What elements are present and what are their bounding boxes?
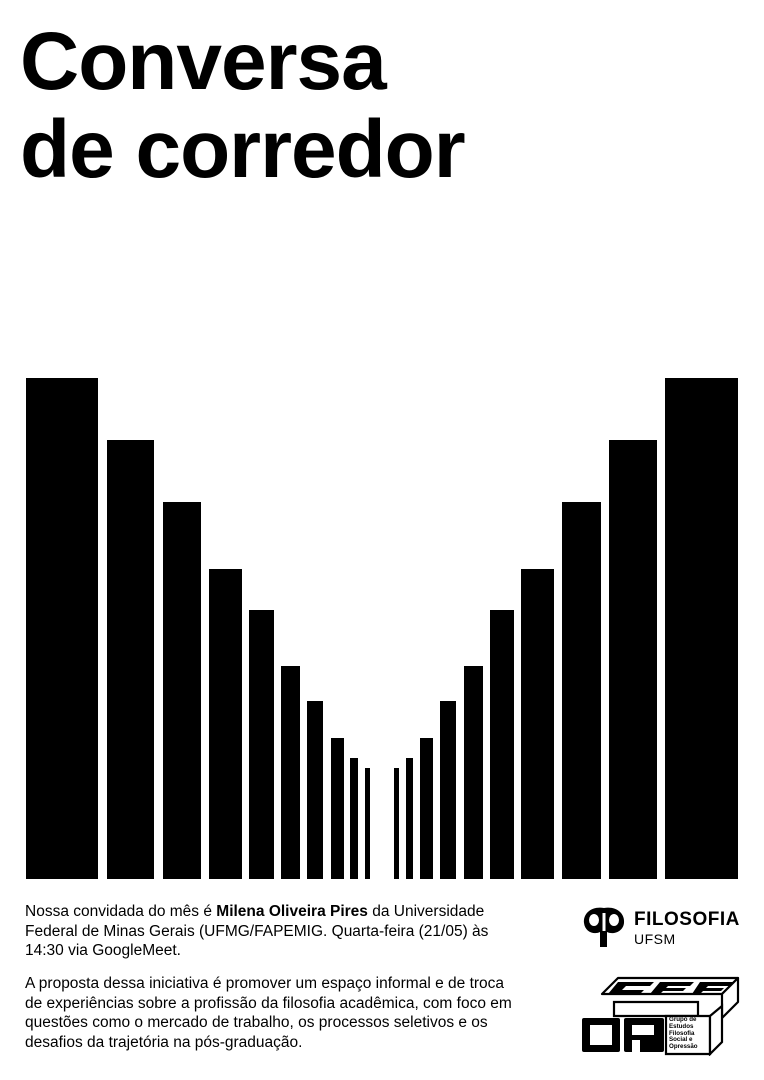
title-line-2: de corredor (20, 104, 466, 195)
info-intro: Nossa convidada do mês é (25, 903, 217, 920)
corridor-pillar-right-4 (440, 701, 456, 879)
ufsm-wordmark: UFSM (634, 931, 676, 947)
corridor-pillar-right-3 (420, 738, 433, 879)
guest-name: Milena Oliveira Pires (216, 903, 368, 920)
event-description: A proposta dessa iniciativa é promover u… (25, 975, 512, 1051)
filosofia-wordmark: FILOSOFIA (634, 909, 740, 930)
corridor-pillar-left-8 (331, 738, 344, 879)
corridor-pillar-right-7 (521, 569, 554, 879)
corridor-pillar-right-9 (609, 440, 657, 879)
filosofia-ufsm-emblem-icon (583, 907, 625, 947)
corridor-pillar-right-1 (394, 768, 399, 879)
gefop-line-1: Grupo de (669, 1016, 697, 1023)
info-rest: da Universidade Federal de Minas Gerais … (25, 903, 489, 959)
gefop-caption: Grupo de Estudos Filosofia Social e Opre… (669, 1016, 709, 1051)
corridor-pillar-right-5 (464, 666, 483, 879)
corridor-pillar-left-2 (107, 440, 154, 879)
corridor-pillar-right-8 (562, 502, 601, 879)
event-info: Nossa convidada do mês é Milena Oliveira… (25, 902, 525, 961)
poster-title: Conversa de corredor (20, 16, 466, 195)
corridor-pillar-right-2 (406, 758, 413, 879)
corridor-pillar-right-10 (665, 378, 738, 879)
corridor-pillar-left-3 (163, 502, 201, 879)
corridor-pillar-left-4 (209, 569, 242, 879)
corridor-pillar-left-10 (365, 768, 370, 879)
gefop-line-2: Estudos (669, 1022, 694, 1030)
corridor-pillar-left-7 (307, 701, 323, 879)
gefop-line-4: Social e (669, 1036, 693, 1044)
corridor-pillar-left-6 (281, 666, 300, 879)
corridor-pillar-left-5 (249, 610, 274, 879)
gefop-block-letters-icon (582, 976, 740, 1056)
gefop-line-5: Opressão (669, 1043, 698, 1051)
filosofia-ufsm-logo: FILOSOFIA UFSM (580, 903, 750, 949)
gefop-line-3: Filosofia (669, 1029, 695, 1037)
gefop-logo: Grupo de Estudos Filosofia Social e Opre… (578, 972, 742, 1056)
corridor-pillar-right-6 (490, 610, 514, 879)
title-line-1: Conversa (20, 16, 387, 107)
corridor-pillar-left-1 (26, 378, 98, 879)
corridor-pillar-left-9 (350, 758, 358, 879)
